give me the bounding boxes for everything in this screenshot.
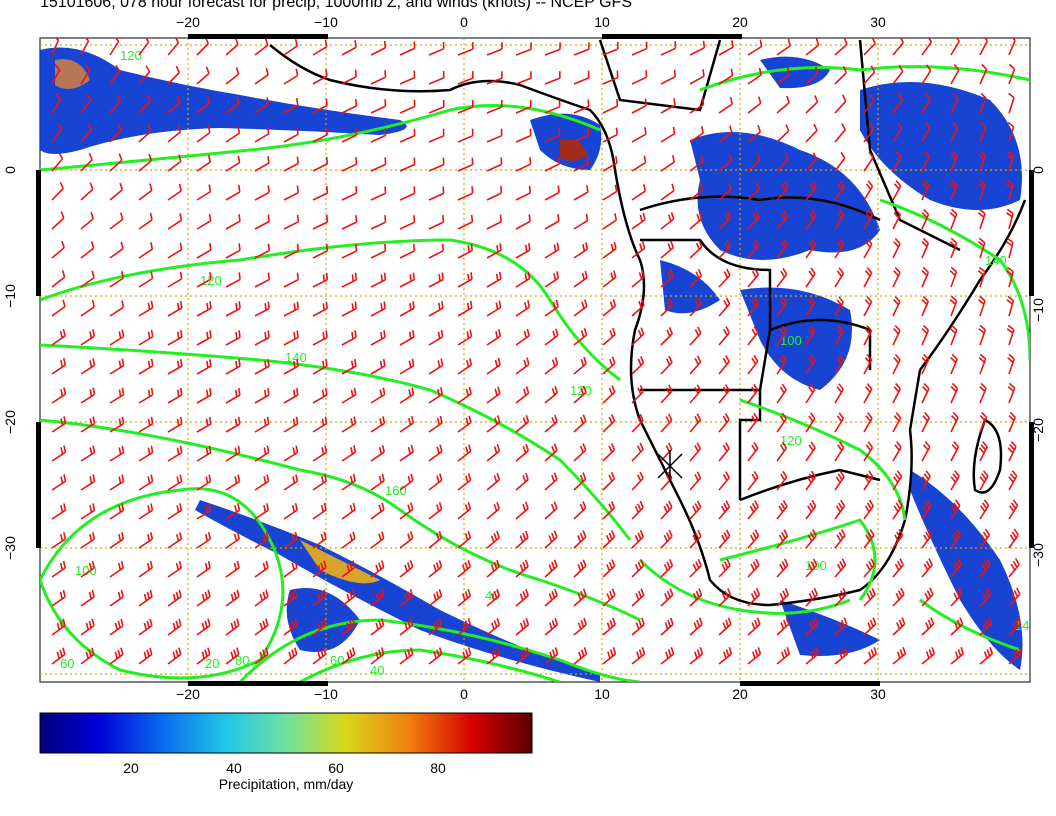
colorbar-tick: 40 xyxy=(226,760,242,776)
lat-tick: −30 xyxy=(1030,543,1046,567)
border-east xyxy=(858,39,961,252)
contour-120-b xyxy=(40,238,621,382)
lon-tick: 10 xyxy=(594,686,610,702)
border-south-africa xyxy=(739,468,881,502)
lat-tick: −20 xyxy=(2,410,18,434)
border-nigeria xyxy=(598,39,722,112)
precip-central-africa xyxy=(690,132,880,260)
contour-north-east xyxy=(699,65,1030,92)
precip-east-africa xyxy=(860,82,1022,210)
west-africa-coast xyxy=(269,44,617,171)
precip-mozambique-channel xyxy=(910,470,1023,670)
lat-tick: 0 xyxy=(1030,166,1046,174)
lon-tick: −10 xyxy=(314,14,338,30)
contour-label: 140 xyxy=(1015,618,1037,633)
contour-label: 120 xyxy=(120,48,142,63)
border-drc xyxy=(639,195,881,222)
colorbar-label: Precipitation, mm/day xyxy=(218,776,354,792)
axis-bars xyxy=(36,34,1034,686)
contour-label: 60 xyxy=(330,653,344,668)
lon-tick: 0 xyxy=(460,14,468,30)
lat-tick: −10 xyxy=(2,284,18,308)
border-namibia xyxy=(640,388,762,500)
contour-label: 100 xyxy=(780,333,802,348)
contour-label: 20 xyxy=(205,656,219,671)
lon-tick: 20 xyxy=(732,14,748,30)
contour-label: 160 xyxy=(385,483,407,498)
contour-120-a xyxy=(40,104,601,172)
lon-tick: 30 xyxy=(870,686,886,702)
lon-tick: 20 xyxy=(732,686,748,702)
map-title: 15101606, 078 hour forecast for precip, … xyxy=(40,0,632,11)
wind-barb-field xyxy=(51,38,1023,665)
border-zambia xyxy=(769,318,872,370)
contour-label: 40 xyxy=(370,663,384,678)
contour-east-2 xyxy=(719,518,877,601)
station-marker xyxy=(657,450,683,482)
lon-tick: −20 xyxy=(176,14,200,30)
contour-ring-sw xyxy=(40,487,285,680)
lon-tick: −20 xyxy=(176,686,200,702)
lon-tick: −10 xyxy=(314,686,338,702)
contour-label: 140 xyxy=(985,253,1007,268)
precip-south-ocean xyxy=(780,600,880,656)
precip-itcz-west xyxy=(40,47,407,154)
madagascar xyxy=(972,418,1003,494)
lat-tick: 0 xyxy=(2,166,18,174)
contour-label: 120 xyxy=(570,383,592,398)
contour-label-group: 120 140 160 120 100 140 120 120 100 80 6… xyxy=(60,48,1037,678)
lat-tick: −20 xyxy=(1030,418,1046,442)
lon-tick: 0 xyxy=(460,686,468,702)
contour-label: 120 xyxy=(200,273,222,288)
colorbar xyxy=(39,712,533,754)
lon-tick: 30 xyxy=(870,14,886,30)
contour-label: 140 xyxy=(285,350,307,365)
precip-itcz-west-core xyxy=(55,59,90,89)
lat-tick: −30 xyxy=(2,536,18,560)
precip-east-upper xyxy=(760,56,830,89)
lat-tick: −10 xyxy=(1030,298,1046,322)
precip-front-south xyxy=(195,500,600,682)
colorbar-tick: 80 xyxy=(430,760,446,776)
contour-tail xyxy=(919,598,1021,652)
height-contours xyxy=(40,65,1030,682)
africa-east-coast xyxy=(918,199,1027,371)
contour-east-1 xyxy=(739,398,907,521)
precip-zambia xyxy=(740,287,852,390)
contour-140 xyxy=(40,343,632,541)
contour-front-1 xyxy=(238,618,641,682)
coastlines xyxy=(269,39,1027,607)
contour-east-3 xyxy=(879,198,1030,361)
wind-barbs xyxy=(51,38,1023,665)
contour-label: 120 xyxy=(780,433,802,448)
contour-160 xyxy=(40,418,641,622)
contour-label: 60 xyxy=(60,656,74,671)
contour-sa xyxy=(638,558,851,615)
contour-front-2 xyxy=(299,648,561,682)
contour-label: 80 xyxy=(235,653,249,668)
border-angola xyxy=(640,238,772,391)
colorbar-tick: 60 xyxy=(328,760,344,776)
colorbar-tick: 20 xyxy=(123,760,139,776)
lon-tick: 10 xyxy=(594,14,610,30)
precip-gulf-core xyxy=(560,139,588,161)
precip-front-core xyxy=(300,540,380,584)
